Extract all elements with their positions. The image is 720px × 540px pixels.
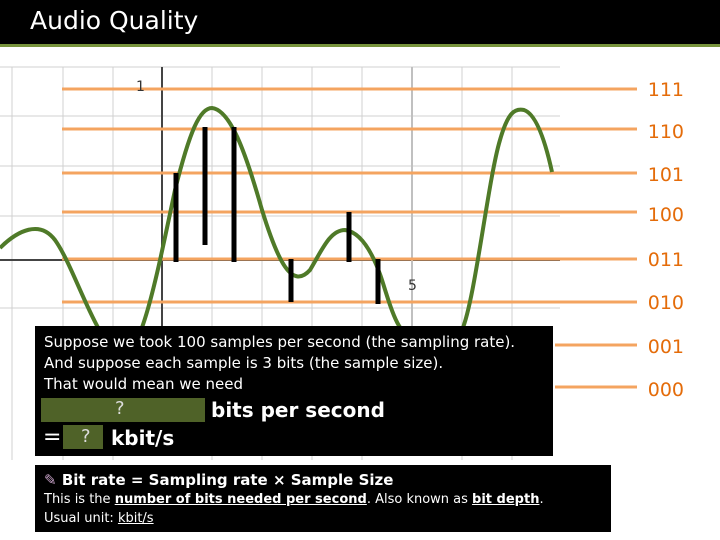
explanation-line-2: And suppose each sample is 3 bits (the s… — [44, 354, 444, 372]
answer-blank-bits[interactable] — [41, 398, 205, 422]
level-label-110: 110 — [647, 121, 684, 143]
level-label-111: 111 — [647, 79, 684, 101]
explanation-line-3: That would mean we need — [44, 375, 243, 393]
equals-sign: = — [43, 425, 62, 450]
bits-per-second-label: bits per second — [211, 398, 385, 422]
pen-icon: ✎ — [44, 471, 57, 489]
sound-wave — [0, 105, 554, 358]
answer-blank-bits-text: ? — [115, 398, 125, 419]
level-label-100: 100 — [647, 204, 684, 226]
level-label-001: 001 — [647, 336, 684, 358]
sample-bars — [173, 127, 381, 304]
level-label-010: 010 — [647, 292, 684, 314]
title-underline — [0, 44, 720, 47]
definition-underline-1: number of bits needed per second — [114, 492, 367, 507]
answer-blank-kbit-text: ? — [81, 426, 91, 447]
level-label-011: 011 — [647, 249, 684, 271]
explanation-line-1: Suppose we took 100 samples per second (… — [44, 333, 516, 351]
definition-unit: Usual unit: kbit/s — [44, 511, 154, 526]
answer-blank-kbit[interactable] — [63, 425, 103, 449]
graph-axes — [0, 67, 560, 326]
explanation-box: Suppose we took 100 samples per second (… — [35, 326, 553, 456]
definition-heading: ✎ Bit rate = Sampling rate × Sample Size — [44, 471, 394, 489]
slide-title: Audio Quality — [30, 6, 199, 35]
level-label-101: 101 — [647, 164, 684, 186]
y-tick-label: 1 — [136, 79, 145, 95]
x-tick-label: 5 — [408, 278, 417, 294]
definition-unit-value: kbit/s — [117, 511, 154, 526]
definition-box: ✎ Bit rate = Sampling rate × Sample Size… — [35, 465, 611, 532]
definition-description: This is the number of bits needed per se… — [44, 492, 544, 507]
title-bar: Audio Quality — [0, 0, 720, 44]
level-label-000: 000 — [647, 379, 684, 401]
kbit-label: kbit/s — [111, 426, 175, 450]
definition-underline-2: bit depth — [472, 492, 540, 507]
